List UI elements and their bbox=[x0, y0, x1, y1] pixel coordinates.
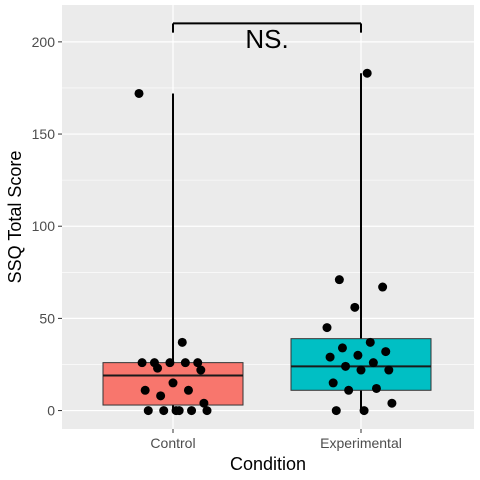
data-point bbox=[325, 352, 335, 362]
data-point bbox=[365, 337, 375, 347]
data-point bbox=[180, 358, 190, 368]
data-point bbox=[174, 406, 184, 416]
data-point bbox=[344, 385, 354, 395]
data-point bbox=[177, 337, 187, 347]
x-tick-label: Control bbox=[150, 435, 195, 451]
data-point bbox=[168, 378, 178, 388]
x-axis: Control Experimental bbox=[150, 429, 402, 451]
data-point bbox=[156, 391, 166, 401]
data-point bbox=[165, 358, 175, 368]
x-tick-label: Experimental bbox=[320, 435, 402, 451]
points-control bbox=[134, 88, 212, 416]
data-point bbox=[153, 363, 163, 373]
data-point bbox=[140, 385, 150, 395]
data-point bbox=[337, 343, 347, 353]
data-point bbox=[202, 406, 212, 416]
box-iqr bbox=[290, 338, 432, 391]
data-point bbox=[193, 358, 203, 368]
y-tick-label: 100 bbox=[32, 218, 56, 234]
x-axis-title: Condition bbox=[230, 454, 306, 474]
data-point bbox=[341, 361, 351, 371]
data-point bbox=[334, 275, 344, 285]
data-point bbox=[183, 385, 193, 395]
data-point bbox=[322, 323, 332, 333]
data-point bbox=[134, 88, 144, 98]
data-point bbox=[384, 365, 394, 375]
data-point bbox=[143, 406, 153, 416]
y-axis-title: SSQ Total Score bbox=[5, 151, 25, 284]
data-point bbox=[187, 406, 197, 416]
data-point bbox=[199, 398, 209, 408]
significance-label: NS. bbox=[245, 24, 288, 54]
data-point bbox=[381, 347, 391, 357]
data-point bbox=[328, 378, 338, 388]
points-experimental bbox=[322, 68, 397, 416]
data-point bbox=[353, 350, 363, 360]
y-tick-label: 0 bbox=[47, 403, 55, 419]
data-point bbox=[362, 68, 372, 78]
data-point bbox=[159, 406, 169, 416]
data-point bbox=[331, 406, 341, 416]
data-point bbox=[137, 358, 147, 368]
y-tick-label: 150 bbox=[32, 126, 56, 142]
box-experimental bbox=[290, 73, 432, 411]
data-point bbox=[378, 282, 388, 292]
data-point bbox=[359, 406, 369, 416]
y-tick-label: 200 bbox=[32, 34, 56, 50]
data-point bbox=[196, 365, 206, 375]
data-point bbox=[350, 302, 360, 312]
data-point bbox=[371, 383, 381, 393]
data-point bbox=[368, 358, 378, 368]
y-tick-label: 50 bbox=[39, 310, 55, 326]
data-point bbox=[387, 398, 397, 408]
significance-bracket bbox=[172, 22, 362, 33]
y-axis: 0 50 100 150 200 bbox=[32, 34, 62, 419]
data-point bbox=[356, 365, 366, 375]
jittered-points bbox=[134, 68, 397, 416]
